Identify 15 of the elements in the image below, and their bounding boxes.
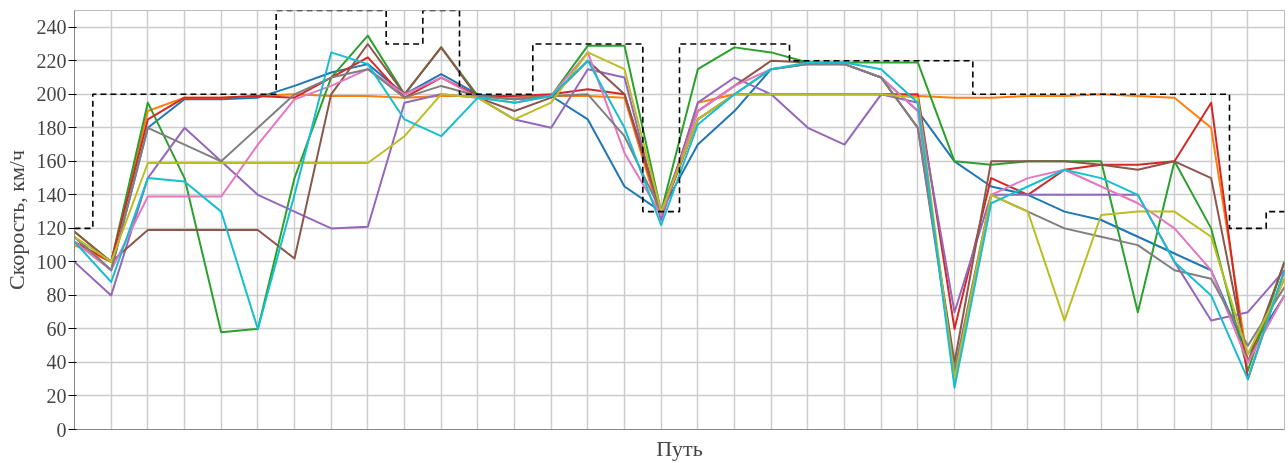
y-tick-label: 140 (36, 183, 67, 206)
y-tick-label: 40 (46, 351, 67, 374)
y-tick-label: 220 (36, 49, 67, 72)
y-tick-label: 20 (46, 384, 67, 407)
y-tick-label: 160 (36, 150, 67, 173)
y-axis-title: Скорость, км/ч (3, 150, 29, 290)
y-tick-label: 200 (36, 83, 67, 106)
x-axis-title: Путь (656, 435, 703, 461)
y-tick-label: 100 (36, 250, 67, 273)
y-tick-label: 0 (56, 418, 67, 441)
y-tick-label: 120 (36, 217, 67, 240)
y-tick-label: 240 (36, 16, 67, 39)
y-tick-label: 180 (36, 116, 67, 139)
y-tick-label: 80 (46, 284, 67, 307)
y-tick-label: 60 (46, 317, 67, 340)
